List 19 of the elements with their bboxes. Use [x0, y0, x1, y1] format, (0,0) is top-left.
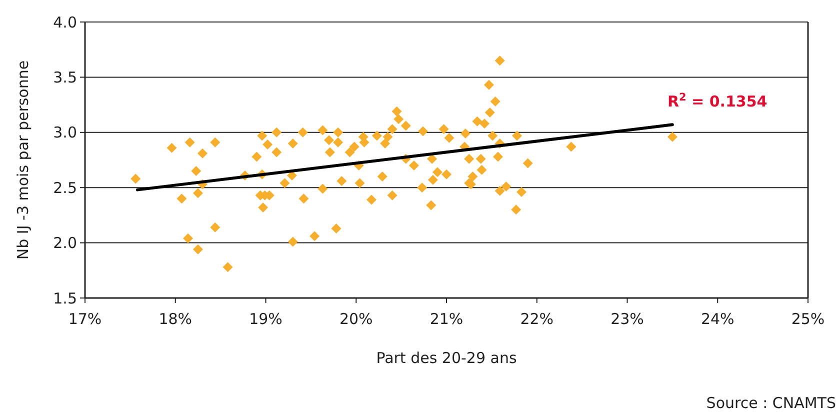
y-tick-label: 2.0: [53, 234, 77, 252]
x-tick-label: 23%: [610, 310, 644, 328]
y-tick-label: 3.0: [53, 124, 77, 142]
x-tick-label: 24%: [700, 310, 734, 328]
x-tick-label: 18%: [158, 310, 192, 328]
x-tick-label: 17%: [68, 310, 102, 328]
y-axis-title: Nb IJ -3 mois par personne: [14, 60, 32, 260]
x-tick-label: 19%: [249, 310, 282, 328]
y-tick-label: 1.5: [53, 289, 77, 308]
x-tick-label: 25%: [791, 310, 825, 328]
x-tick-label: 20%: [339, 310, 373, 328]
source-note: Source : CNAMTS: [706, 394, 836, 412]
y-tick-label: 2.5: [53, 178, 77, 197]
y-tick-label: 3.5: [53, 68, 77, 86]
annotation: R$^{2}$ = 0.1354: [667, 92, 768, 111]
x-tick-label: 21%: [430, 310, 464, 328]
y-tick-label: 4.0: [53, 13, 77, 32]
x-tick-label: 22%: [520, 310, 554, 328]
x-axis-title: Part des 20-29 ans: [376, 349, 517, 367]
